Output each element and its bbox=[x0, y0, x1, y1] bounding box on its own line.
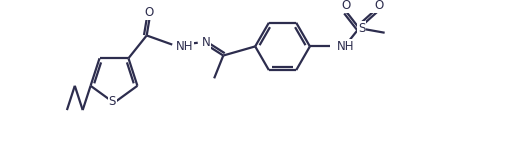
Text: O: O bbox=[342, 0, 351, 12]
Text: NH: NH bbox=[176, 40, 193, 53]
Text: NH: NH bbox=[337, 40, 355, 53]
Text: S: S bbox=[109, 95, 116, 108]
Text: O: O bbox=[145, 6, 154, 19]
Text: N: N bbox=[202, 36, 210, 49]
Text: S: S bbox=[358, 22, 366, 35]
Text: O: O bbox=[374, 0, 384, 12]
